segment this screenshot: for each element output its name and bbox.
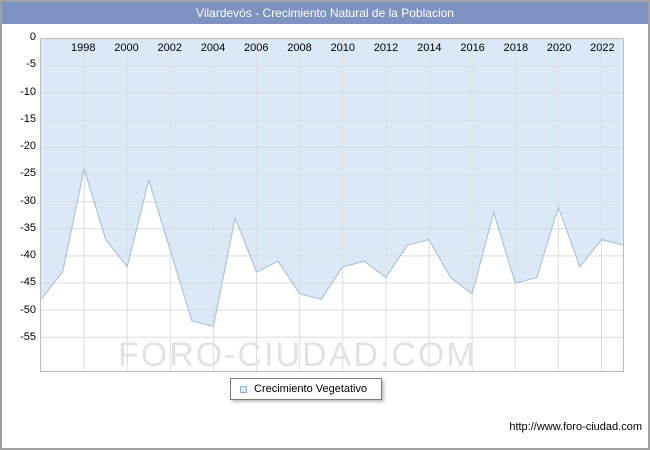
series-area (41, 39, 623, 327)
y-tick-label: 0 (29, 31, 36, 43)
legend-label: Crecimiento Vegetativo (254, 383, 368, 395)
y-tick-label: -10 (20, 85, 36, 98)
y-tick-label: -20 (20, 140, 36, 153)
x-tick-label: 2008 (287, 42, 312, 54)
legend: Crecimiento Vegetativo (230, 378, 383, 400)
x-tick-label: 2006 (244, 42, 269, 54)
chart-canvas (41, 39, 623, 371)
x-tick-label: 2018 (503, 42, 529, 54)
site-url[interactable]: http://www.foro-ciudad.com (509, 421, 642, 433)
y-tick-label: -15 (20, 112, 36, 125)
x-tick-label: 2012 (373, 42, 399, 54)
x-tick-label: 2022 (590, 42, 615, 54)
title-bar: Vilardevós - Crecimiento Natural de la P… (2, 2, 648, 24)
chart-title: Vilardevós - Crecimiento Natural de la P… (196, 6, 454, 20)
x-tick-label: 2014 (417, 42, 442, 54)
y-tick-label: -30 (20, 194, 36, 207)
y-tick-label: -55 (20, 331, 36, 343)
legend-marker-icon (240, 385, 247, 393)
x-tick-label: 2000 (114, 42, 139, 54)
x-tick-label: 2016 (460, 42, 485, 54)
x-tick-label: 2002 (157, 42, 182, 54)
y-tick-label: -50 (20, 303, 36, 316)
y-tick-label: -35 (20, 221, 36, 234)
y-tick-label: -40 (20, 249, 36, 262)
x-tick-label: 1998 (71, 42, 96, 54)
y-tick-label: -45 (20, 276, 36, 289)
x-tick-label: 2020 (546, 42, 572, 54)
watermark: FORO-CIUDAD.COM (118, 336, 477, 374)
series-line (41, 168, 623, 328)
y-tick-label: -5 (26, 58, 36, 71)
x-tick-label: 2004 (200, 42, 226, 54)
plot-area (40, 38, 624, 372)
x-tick-label: 2010 (330, 42, 356, 54)
y-tick-label: -25 (20, 167, 36, 180)
